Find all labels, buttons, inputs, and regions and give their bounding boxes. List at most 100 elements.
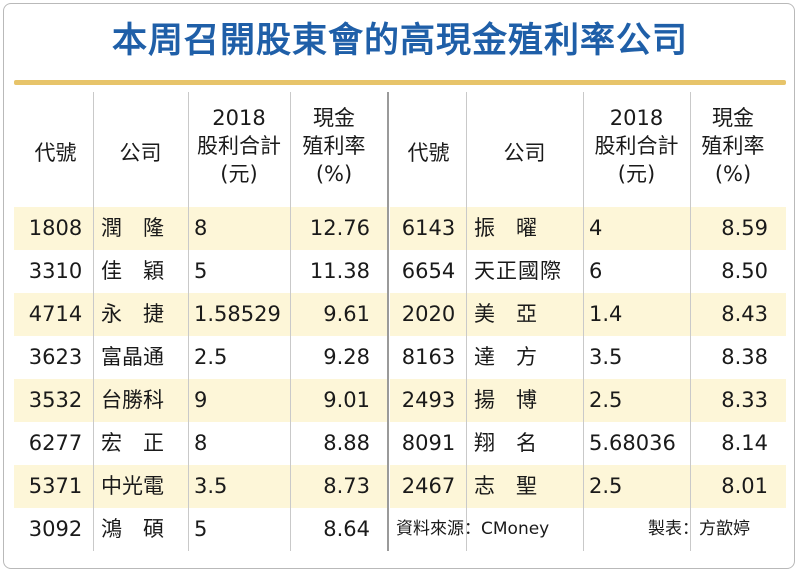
dividend-total: 1.4 bbox=[589, 302, 623, 326]
cash-yield: 8.88 bbox=[323, 431, 370, 455]
stock-code: 2467 bbox=[401, 474, 456, 498]
company-name: 佳 穎 bbox=[101, 259, 164, 283]
title-divider bbox=[14, 80, 786, 85]
dividend-total: 3.5 bbox=[194, 474, 228, 498]
header-company-text: 公司 bbox=[503, 141, 546, 165]
stock-code: 3532 bbox=[28, 388, 83, 412]
cash-yield: 8.33 bbox=[721, 388, 768, 412]
cash-yield: 8.59 bbox=[721, 216, 768, 240]
cash-yield: 12.76 bbox=[309, 216, 370, 240]
header-dividend-right: 2018 股利合計 (元) bbox=[583, 104, 690, 188]
cash-yield: 8.01 bbox=[721, 474, 768, 498]
company-name: 志 聖 bbox=[474, 474, 537, 498]
row-band-right bbox=[390, 293, 786, 336]
dividend-total: 2.5 bbox=[589, 474, 623, 498]
stock-code: 2493 bbox=[401, 388, 456, 412]
header-yield-text: (%) bbox=[315, 162, 353, 186]
company-name: 富晶通 bbox=[101, 345, 164, 369]
dividend-total: 5 bbox=[194, 259, 208, 283]
company-name: 潤 隆 bbox=[101, 216, 164, 240]
header-dividend-text: 股利合計 bbox=[594, 134, 679, 158]
row-band-left bbox=[14, 465, 388, 508]
dividend-total: 5 bbox=[194, 517, 208, 541]
stock-code: 8091 bbox=[401, 431, 456, 455]
header-yield-text: 現金 bbox=[313, 106, 355, 130]
company-name: 台勝科 bbox=[101, 388, 164, 412]
cash-yield: 8.38 bbox=[721, 345, 768, 369]
cash-yield: 8.43 bbox=[721, 302, 768, 326]
header-dividend-text: (元) bbox=[617, 162, 656, 186]
column-divider bbox=[690, 92, 691, 551]
header-yield-right: 現金殖利率 (%) bbox=[690, 104, 776, 188]
stock-code: 8163 bbox=[401, 345, 456, 369]
credit-note: 製表：方歆婷 bbox=[648, 519, 750, 539]
source-note: 資料來源：CMoney bbox=[396, 519, 550, 539]
company-name: 中光電 bbox=[101, 474, 164, 498]
header-dividend-left: 2018 股利合計 (元) bbox=[188, 104, 290, 188]
header-yield-left: 現金殖利率 (%) bbox=[290, 104, 378, 188]
stock-code: 1808 bbox=[28, 216, 83, 240]
header-dividend-text: 2018 bbox=[212, 106, 266, 130]
header-code-left: 代號 bbox=[18, 139, 93, 167]
center-divider bbox=[387, 92, 389, 551]
column-divider bbox=[93, 92, 94, 551]
page-title: 本周召開股東會的高現金殖利率公司 bbox=[111, 21, 688, 61]
dividend-total: 5.68036 bbox=[589, 431, 676, 455]
header-code-text: 代號 bbox=[407, 141, 450, 165]
company-name: 翔 名 bbox=[474, 431, 537, 455]
company-name: 天正國際 bbox=[474, 259, 562, 283]
company-name: 永 捷 bbox=[101, 302, 164, 326]
company-name: 振 曜 bbox=[474, 216, 537, 240]
cash-yield: 8.50 bbox=[721, 259, 768, 283]
header-yield-text: 殖利率 bbox=[302, 134, 366, 158]
dividend-total: 3.5 bbox=[589, 345, 623, 369]
cash-yield: 8.14 bbox=[721, 431, 768, 455]
column-divider bbox=[290, 92, 291, 551]
dividend-total: 2.5 bbox=[194, 345, 228, 369]
row-band-left bbox=[14, 379, 388, 422]
stock-code: 4714 bbox=[28, 302, 83, 326]
row-band-right bbox=[390, 207, 786, 250]
row-band-left bbox=[14, 293, 388, 336]
row-band-right bbox=[390, 465, 786, 508]
row-band-right bbox=[390, 379, 786, 422]
header-code-right: 代號 bbox=[391, 139, 466, 167]
column-divider bbox=[583, 92, 584, 508]
header-company-text: 公司 bbox=[119, 141, 162, 165]
column-divider bbox=[466, 92, 467, 551]
dividend-total: 2.5 bbox=[589, 388, 623, 412]
header-dividend-text: 股利合計 bbox=[197, 134, 281, 158]
stock-code: 3092 bbox=[28, 517, 83, 541]
dividend-total: 9 bbox=[194, 388, 208, 412]
company-name: 鴻 碩 bbox=[101, 517, 164, 541]
header-yield-text: 現金 bbox=[712, 106, 754, 130]
header-company-left: 公司 bbox=[93, 139, 188, 167]
company-name: 宏 正 bbox=[101, 431, 164, 455]
dividend-total: 8 bbox=[194, 216, 208, 240]
stock-code: 6654 bbox=[401, 259, 456, 283]
cash-yield: 11.38 bbox=[309, 259, 370, 283]
company-name: 揚 博 bbox=[474, 388, 537, 412]
stock-code: 3623 bbox=[28, 345, 83, 369]
header-code-text: 代號 bbox=[34, 141, 77, 165]
header-yield-text: 殖利率 bbox=[701, 134, 765, 158]
dividend-total: 8 bbox=[194, 431, 208, 455]
cash-yield: 9.28 bbox=[323, 345, 370, 369]
dividend-total: 4 bbox=[589, 216, 603, 240]
cash-yield: 9.61 bbox=[323, 302, 370, 326]
header-yield-text: (%) bbox=[714, 162, 752, 186]
stock-code: 6143 bbox=[401, 216, 456, 240]
dividend-total: 6 bbox=[589, 259, 603, 283]
column-divider bbox=[188, 92, 189, 551]
header-dividend-text: 2018 bbox=[609, 106, 664, 130]
header-dividend-text: (元) bbox=[220, 162, 258, 186]
stock-code: 6277 bbox=[28, 431, 83, 455]
cash-yield: 9.01 bbox=[323, 388, 370, 412]
company-name: 達 方 bbox=[474, 345, 537, 369]
row-band-left bbox=[14, 207, 388, 250]
cash-yield: 8.73 bbox=[323, 474, 370, 498]
stock-code: 5371 bbox=[28, 474, 83, 498]
stock-code: 2020 bbox=[401, 302, 456, 326]
stock-code: 3310 bbox=[28, 259, 83, 283]
header-company-right: 公司 bbox=[466, 139, 583, 167]
